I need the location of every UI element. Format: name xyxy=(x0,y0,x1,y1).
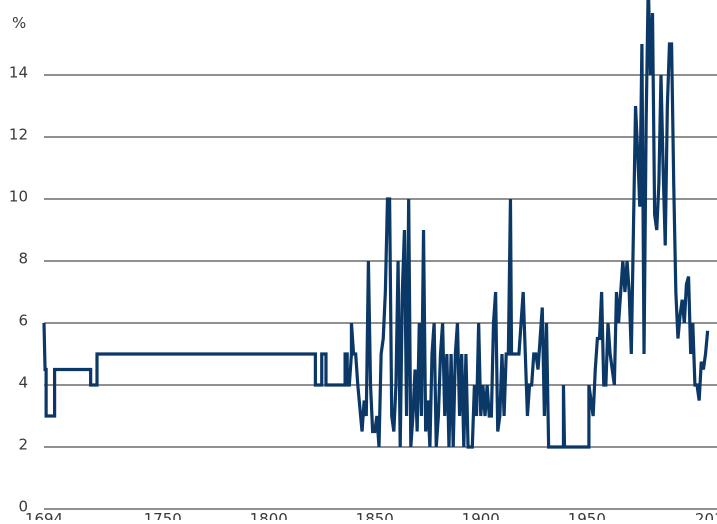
x-tick-label: 2010 xyxy=(695,510,717,520)
x-tick-label: 1850 xyxy=(356,510,394,520)
x-tick-label: 1750 xyxy=(144,510,182,520)
y-tick-label: 8 xyxy=(18,250,28,268)
x-tick-label: 1800 xyxy=(250,510,288,520)
x-tick-label: 1900 xyxy=(462,510,500,520)
y-tick-label: 4 xyxy=(18,374,28,392)
y-tick-label: 10 xyxy=(9,188,28,206)
x-tick-label: 1950 xyxy=(568,510,606,520)
y-axis-unit: % xyxy=(12,14,26,32)
y-tick-label: 0 xyxy=(18,498,28,516)
y-tick-label: 12 xyxy=(9,126,28,144)
y-tick-label: 14 xyxy=(9,64,28,82)
x-tick-label: 1694 xyxy=(25,510,63,520)
y-tick-label: 6 xyxy=(18,312,28,330)
data-line xyxy=(42,0,710,449)
y-tick-label: 2 xyxy=(18,436,28,454)
